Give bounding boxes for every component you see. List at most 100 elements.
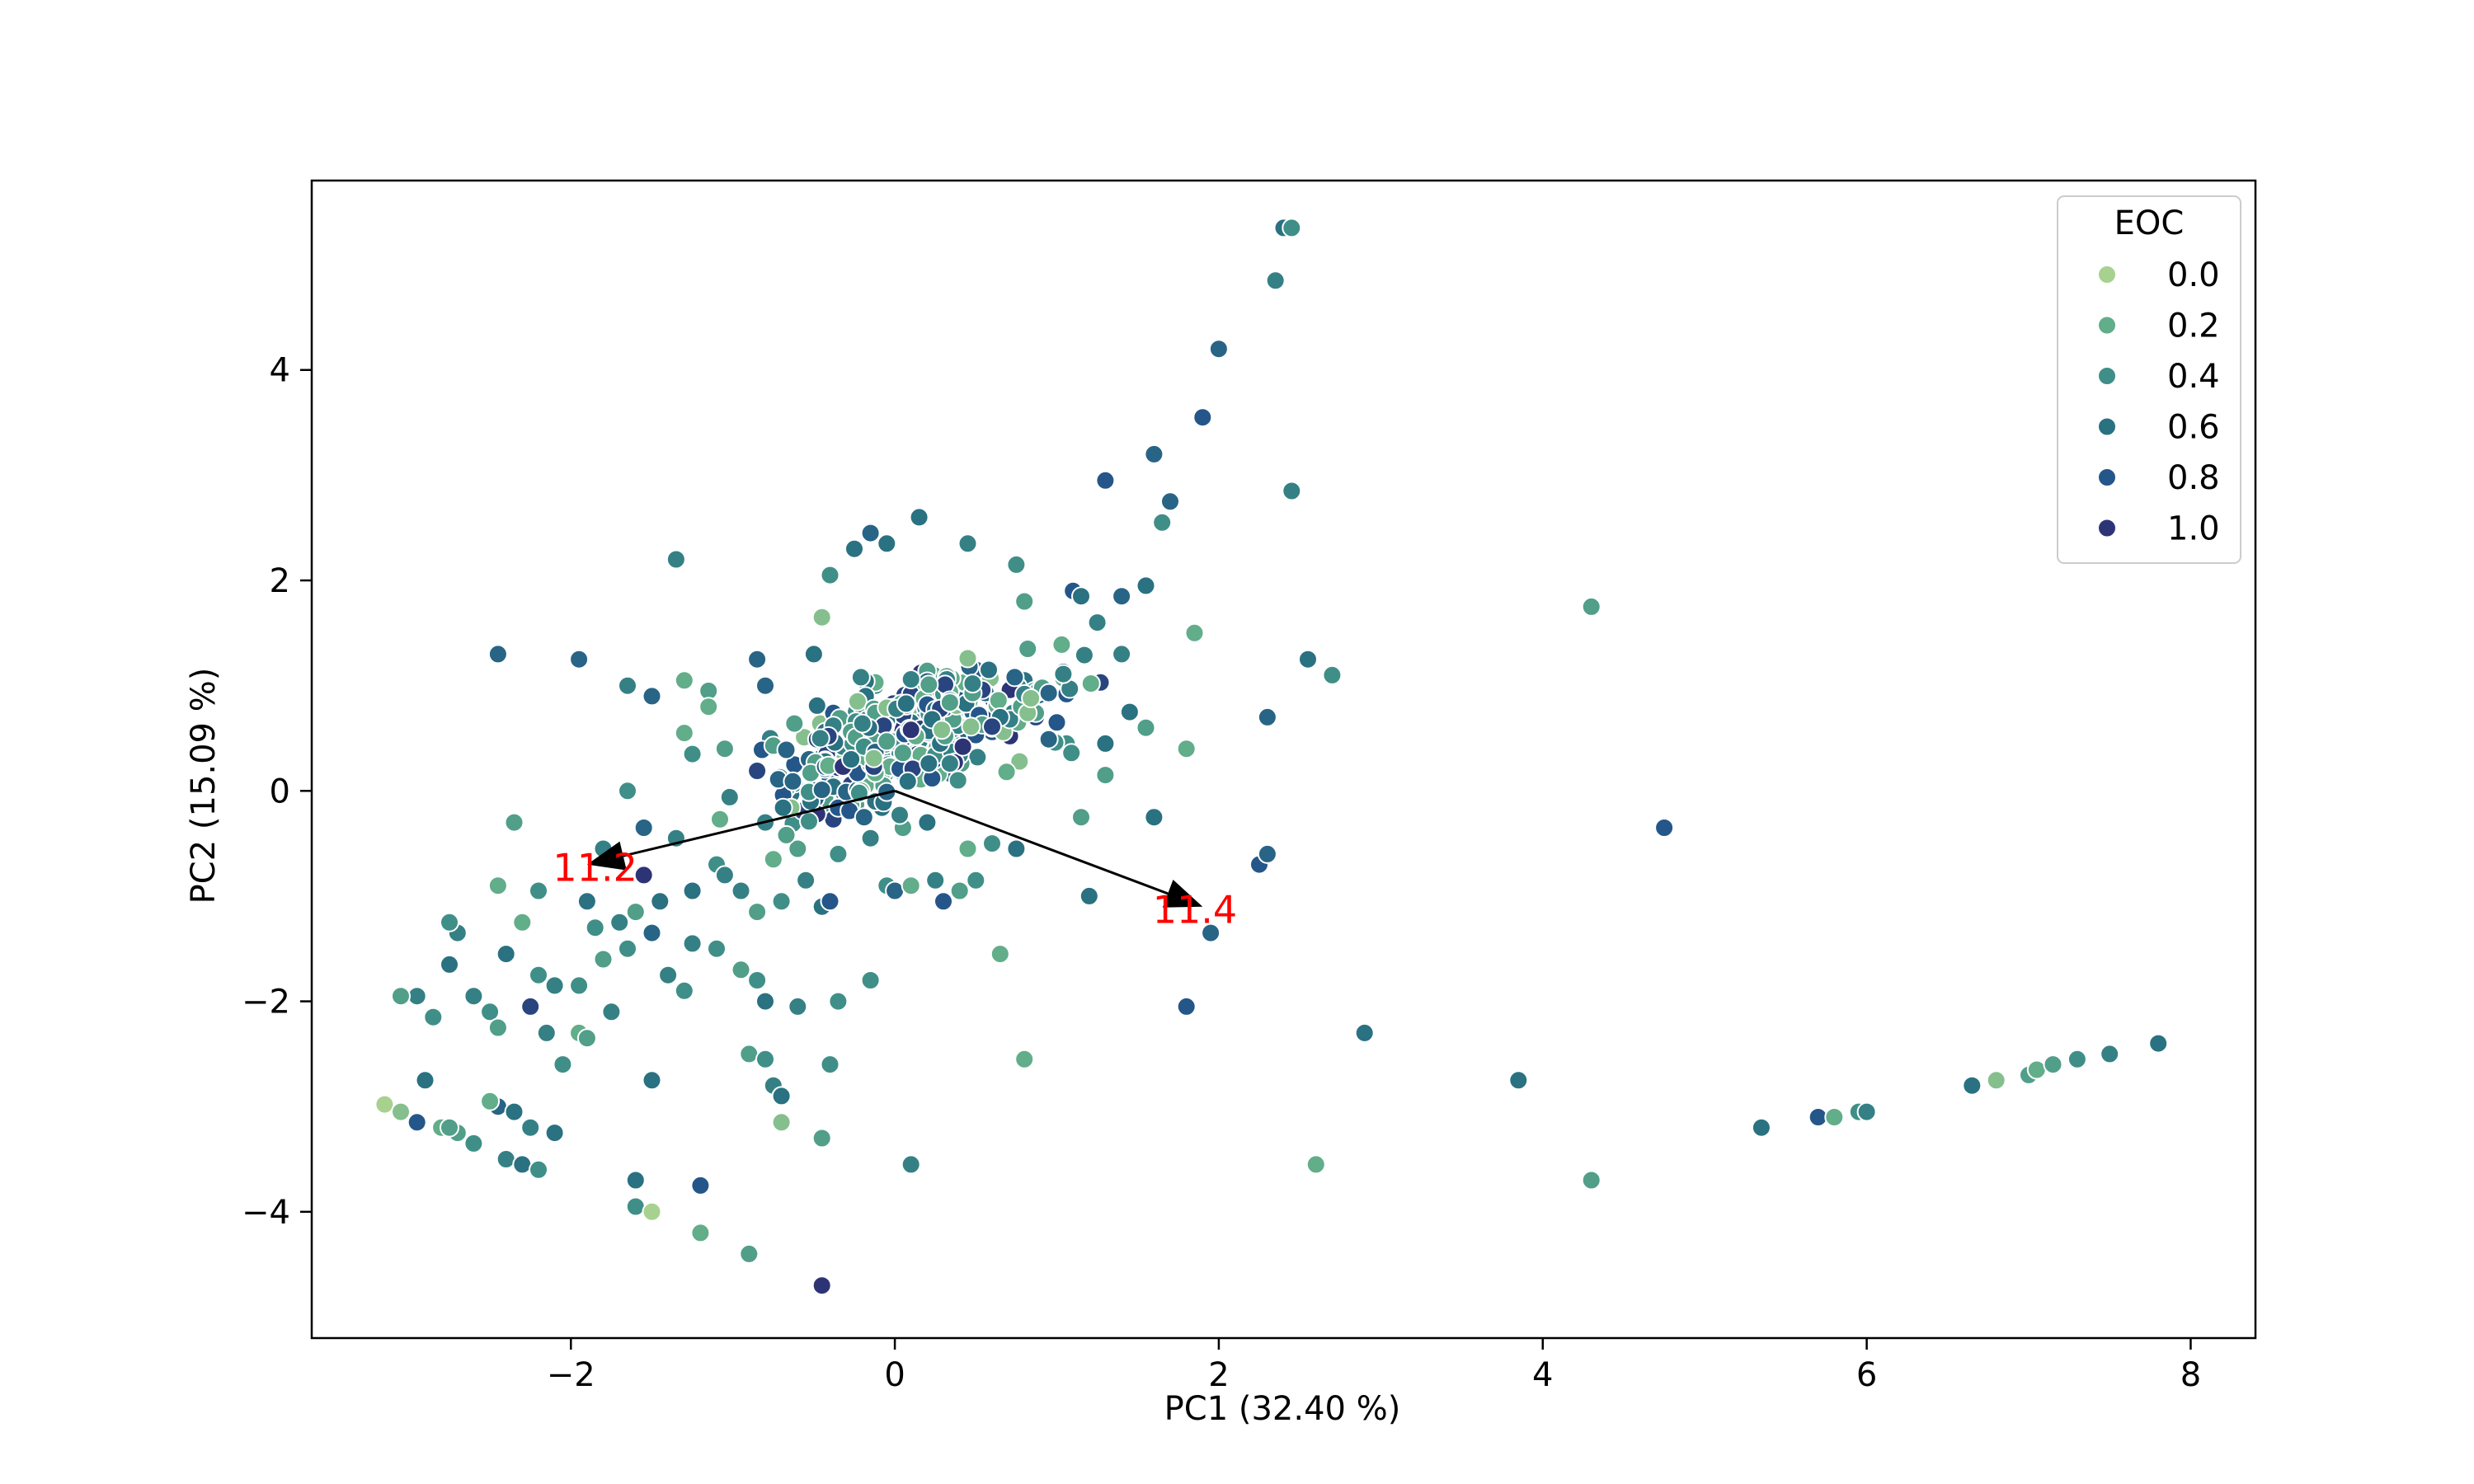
scatter-point — [919, 754, 939, 774]
legend-marker — [2097, 315, 2117, 336]
scatter-point — [854, 807, 874, 828]
scatter-point — [391, 1101, 411, 1122]
loading-arrowhead — [1162, 879, 1203, 908]
y-tick-label: −4 — [242, 1194, 290, 1232]
scatter-point — [860, 828, 881, 848]
scatter-point — [1095, 470, 1116, 491]
scatter-point — [1176, 739, 1197, 759]
scatter-point — [739, 1243, 760, 1264]
scatter-point — [642, 686, 662, 707]
scatter-point — [553, 1054, 573, 1075]
scatter-point — [731, 881, 751, 901]
scatter-point — [1014, 591, 1035, 612]
y-tick-label: 4 — [270, 352, 290, 390]
scatter-point — [609, 912, 630, 932]
scatter-point — [901, 1154, 921, 1175]
scatter-point — [666, 549, 686, 570]
scatter-point — [2043, 1054, 2063, 1075]
scatter-point — [755, 675, 775, 696]
scatter-point — [618, 781, 637, 801]
scatter-point — [917, 812, 938, 833]
scatter-point — [747, 970, 768, 990]
scatter-point — [487, 1017, 508, 1038]
scatter-point — [1160, 491, 1180, 512]
scatter-point — [374, 1094, 395, 1115]
scatter-point — [440, 912, 459, 932]
scatter-point — [892, 743, 913, 763]
scatter-point — [1152, 512, 1173, 533]
scatter-point — [962, 674, 983, 694]
scatter-point — [1047, 712, 1067, 733]
scatter-point — [2148, 1033, 2169, 1054]
loading-arrow — [623, 789, 896, 857]
scatter-point — [1322, 665, 1343, 685]
scatter-point — [1282, 218, 1302, 238]
scatter-point — [520, 996, 541, 1017]
scatter-point — [773, 797, 793, 818]
scatter-point — [480, 1002, 501, 1022]
scatter-point — [771, 891, 792, 912]
scatter-point — [504, 1101, 524, 1122]
scatter-point — [1014, 1049, 1035, 1069]
scatter-point — [642, 1070, 662, 1091]
scatter-point — [771, 1112, 792, 1133]
scatter-point — [788, 838, 808, 859]
scatter-point — [788, 996, 808, 1017]
scatter-point — [674, 670, 694, 691]
scatter-point — [487, 876, 508, 896]
scatter-point — [1006, 838, 1027, 859]
scatter-point — [618, 938, 637, 959]
scatter-point — [690, 1223, 711, 1243]
scatter-point — [682, 744, 703, 764]
scatter-point — [957, 648, 978, 669]
scatter-point — [1004, 667, 1025, 688]
scatter-point — [939, 693, 960, 713]
scatter-point — [1184, 622, 1205, 643]
scatter-point — [710, 809, 730, 829]
scatter-point — [625, 902, 646, 923]
scatter-point — [1305, 1154, 1326, 1175]
scatter-point — [850, 667, 871, 688]
scatter-point — [783, 771, 803, 791]
scatter-point — [890, 805, 910, 825]
x-tick-label: −2 — [547, 1356, 595, 1394]
scatter-point — [690, 1175, 711, 1195]
scatter-point — [747, 902, 768, 923]
scatter-point — [828, 991, 849, 1012]
scatter-point — [529, 1159, 548, 1180]
scatter-point — [642, 923, 662, 943]
plot-frame — [310, 179, 2257, 1340]
scatter-point — [897, 771, 918, 791]
scatter-point — [698, 697, 719, 717]
scatter-point — [807, 695, 827, 716]
scatter-point — [1119, 702, 1140, 722]
scatter-point — [2067, 1049, 2087, 1069]
scatter-point — [1986, 1070, 2006, 1091]
legend-label: 0.8 — [2167, 459, 2220, 497]
scatter-point — [440, 954, 459, 974]
scatter-point — [957, 838, 978, 859]
scatter-point — [650, 891, 670, 912]
loading-arrow — [894, 789, 1169, 895]
scatter-point — [939, 754, 960, 774]
scatter-point — [719, 787, 740, 807]
scatter-point — [512, 1154, 533, 1175]
scatter-point — [536, 1022, 557, 1043]
scatter-point — [504, 812, 524, 833]
scatter-point — [1095, 765, 1116, 786]
scatter-point — [1061, 743, 1082, 763]
x-tick-label: 6 — [1856, 1356, 1877, 1394]
scatter-point — [755, 1049, 775, 1069]
scatter-point — [919, 674, 939, 695]
scatter-point — [682, 933, 703, 954]
scatter-point — [1095, 733, 1116, 754]
scatter-point — [755, 991, 775, 1012]
scatter-point — [423, 1007, 444, 1027]
legend-marker — [2097, 467, 2117, 487]
scatter-point — [820, 1054, 840, 1075]
loading-arrowhead — [586, 841, 627, 871]
scatter-point — [925, 870, 946, 890]
scatter-point — [863, 748, 884, 768]
scatter-point — [1508, 1070, 1529, 1091]
